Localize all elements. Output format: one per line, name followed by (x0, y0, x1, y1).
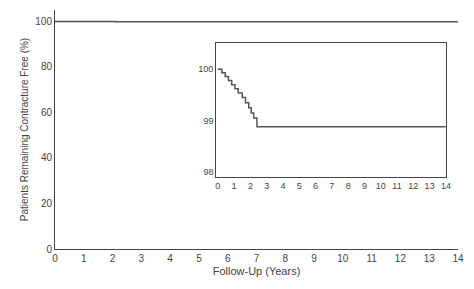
svg-text:7: 7 (329, 181, 334, 191)
svg-text:7: 7 (254, 253, 260, 264)
svg-text:13: 13 (425, 181, 435, 191)
svg-text:14: 14 (441, 181, 451, 191)
svg-text:2: 2 (110, 253, 116, 264)
svg-text:3: 3 (139, 253, 145, 264)
svg-text:6: 6 (313, 181, 318, 191)
svg-text:9: 9 (362, 181, 367, 191)
svg-text:10: 10 (376, 181, 386, 191)
svg-text:60: 60 (41, 107, 53, 118)
svg-text:11: 11 (392, 181, 401, 191)
svg-text:Patients Remaining Contracture: Patients Remaining Contracture Free (%) (19, 38, 30, 221)
svg-text:4: 4 (280, 181, 285, 191)
svg-text:0: 0 (46, 244, 52, 255)
svg-text:8: 8 (346, 181, 351, 191)
svg-text:8: 8 (283, 253, 289, 264)
svg-text:13: 13 (424, 253, 436, 264)
svg-text:20: 20 (41, 198, 53, 209)
svg-text:5: 5 (196, 253, 202, 264)
svg-text:2: 2 (248, 181, 253, 191)
svg-text:10: 10 (337, 253, 349, 264)
svg-text:100: 100 (198, 64, 213, 74)
svg-text:6: 6 (225, 253, 231, 264)
svg-text:80: 80 (41, 61, 53, 72)
svg-text:Follow-Up (Years): Follow-Up (Years) (213, 265, 301, 277)
svg-text:0: 0 (215, 181, 220, 191)
svg-text:3: 3 (264, 181, 269, 191)
svg-text:11: 11 (366, 253, 377, 264)
svg-text:98: 98 (203, 167, 213, 177)
svg-text:14: 14 (452, 253, 464, 264)
svg-text:5: 5 (297, 181, 302, 191)
svg-text:12: 12 (395, 253, 407, 264)
svg-text:0: 0 (52, 253, 58, 264)
svg-text:4: 4 (167, 253, 173, 264)
svg-text:1: 1 (232, 181, 237, 191)
svg-text:9: 9 (311, 253, 317, 264)
svg-text:100: 100 (35, 16, 52, 27)
svg-text:12: 12 (408, 181, 418, 191)
svg-text:40: 40 (41, 152, 53, 163)
svg-text:1: 1 (81, 253, 87, 264)
svg-text:99: 99 (203, 116, 213, 126)
